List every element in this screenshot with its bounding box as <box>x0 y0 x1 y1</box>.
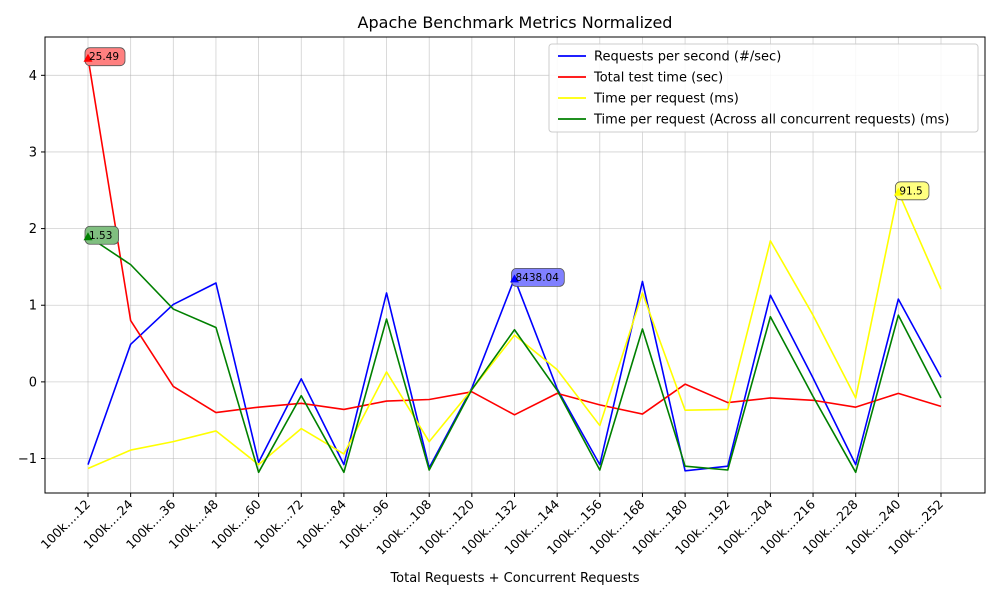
plot-frame <box>44 36 986 494</box>
annotation-box <box>511 268 565 287</box>
annotation-arrow <box>83 232 93 241</box>
y-axis: −1 0 1 2 3 4 <box>18 69 45 467</box>
annotation-label: 25.49 <box>89 51 119 63</box>
annotation-box <box>84 47 126 67</box>
legend-label: Time per request (Across all concurrent … <box>593 113 949 128</box>
x-axis-label: Total Requests + Concurrent Requests <box>389 571 639 586</box>
annotation-label: 8438.04 <box>516 272 560 284</box>
y-tick-label: 4 <box>29 69 37 84</box>
legend-label: Requests per second (#/sec) <box>594 50 781 65</box>
annotation-arrow <box>893 187 903 196</box>
annotation-arrow <box>83 53 93 62</box>
annotation-box <box>84 225 119 245</box>
legend-box <box>548 43 979 133</box>
annotation-box <box>894 181 930 201</box>
legend-label: Time per request (ms) <box>593 92 739 107</box>
chart-title: Apache Benchmark Metrics Normalized <box>358 13 673 32</box>
y-tick-label: 2 <box>29 222 37 237</box>
grid-lines <box>45 37 985 493</box>
annotation-arrow <box>510 274 519 283</box>
y-tick-label: 0 <box>29 375 37 390</box>
annotation-label: 91.5 <box>899 185 922 197</box>
y-tick-label: 3 <box>29 145 37 160</box>
legend-label: Total test time (sec) <box>593 71 723 86</box>
series-line <box>87 191 942 470</box>
annotations: 8438.04 25.49 91.5 1.53 <box>83 47 930 287</box>
y-tick-label: 1 <box>29 299 37 314</box>
annotation-label: 1.53 <box>89 230 112 242</box>
y-tick-label: −1 <box>18 452 37 467</box>
legend: Requests per second (#/sec) Total test ti… <box>548 43 979 133</box>
series-line <box>87 57 942 416</box>
series-line <box>87 235 942 474</box>
